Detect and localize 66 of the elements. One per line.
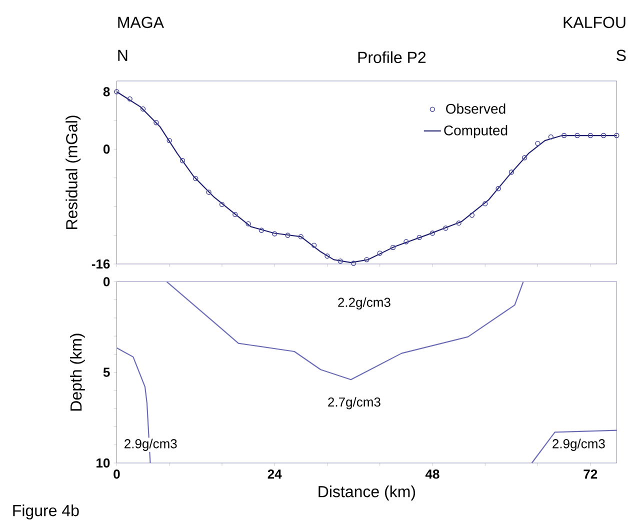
annotation: 2.7g/cm3 bbox=[328, 397, 380, 410]
point bbox=[154, 120, 159, 126]
point bbox=[482, 201, 488, 206]
point bbox=[246, 221, 251, 226]
text: S bbox=[616, 50, 626, 62]
point bbox=[522, 155, 528, 160]
annotation: 2.9g/cm3 bbox=[124, 438, 177, 451]
point bbox=[377, 250, 382, 256]
point bbox=[416, 234, 422, 240]
point bbox=[430, 230, 436, 236]
point bbox=[258, 228, 264, 233]
point bbox=[311, 242, 317, 248]
point bbox=[127, 96, 132, 102]
x-axis-title: Distance (km) bbox=[318, 486, 416, 500]
point bbox=[206, 190, 212, 195]
point bbox=[298, 234, 304, 240]
x-tick-label: 24 bbox=[268, 470, 282, 479]
y-axis-title: Depth (km) bbox=[70, 334, 85, 411]
point bbox=[456, 220, 462, 226]
point bbox=[285, 232, 290, 238]
point bbox=[404, 239, 409, 244]
y-axis-title: Residual (mGal) bbox=[66, 116, 81, 229]
x-tick-label: 72 bbox=[584, 470, 598, 479]
point bbox=[324, 253, 330, 259]
point bbox=[232, 212, 238, 218]
text: KALFOU bbox=[564, 16, 626, 28]
point bbox=[588, 132, 593, 138]
line-series bbox=[116, 91, 618, 264]
x-tick-label: 0 bbox=[114, 470, 120, 479]
point bbox=[166, 138, 172, 144]
point bbox=[469, 212, 475, 218]
y-tick-label: 10 bbox=[96, 458, 110, 468]
point bbox=[140, 106, 146, 112]
legend-label: Computed bbox=[444, 125, 508, 138]
y-tick-label: 0 bbox=[103, 144, 110, 154]
point bbox=[193, 176, 198, 182]
point bbox=[219, 202, 225, 208]
point bbox=[180, 158, 186, 164]
point bbox=[535, 140, 540, 146]
point bbox=[364, 257, 370, 262]
point bbox=[548, 134, 554, 140]
point bbox=[508, 170, 514, 175]
text: N bbox=[118, 50, 128, 61]
annotation: 2.2g/cm3 bbox=[338, 297, 390, 310]
point bbox=[272, 231, 278, 236]
legend-label: Observed bbox=[446, 103, 506, 114]
point bbox=[496, 186, 501, 192]
point bbox=[561, 132, 567, 138]
y-tick-label: 8 bbox=[103, 87, 110, 96]
point bbox=[600, 132, 606, 138]
text: MAGA bbox=[118, 16, 164, 28]
point bbox=[443, 226, 448, 231]
caption: Figure 4b bbox=[13, 504, 79, 520]
point bbox=[114, 89, 120, 94]
point bbox=[390, 244, 396, 250]
x-tick-label: 48 bbox=[425, 470, 440, 479]
point bbox=[338, 258, 343, 264]
chart-title: Profile P2 bbox=[358, 51, 426, 64]
y-tick-label: 0 bbox=[103, 277, 110, 286]
y-tick-label: -16 bbox=[92, 259, 110, 269]
line-series bbox=[166, 281, 524, 380]
point bbox=[574, 132, 580, 138]
point bbox=[614, 132, 620, 138]
y-tick-label: 5 bbox=[103, 368, 110, 377]
annotation: 2.9g/cm3 bbox=[552, 438, 605, 451]
point bbox=[350, 260, 356, 266]
